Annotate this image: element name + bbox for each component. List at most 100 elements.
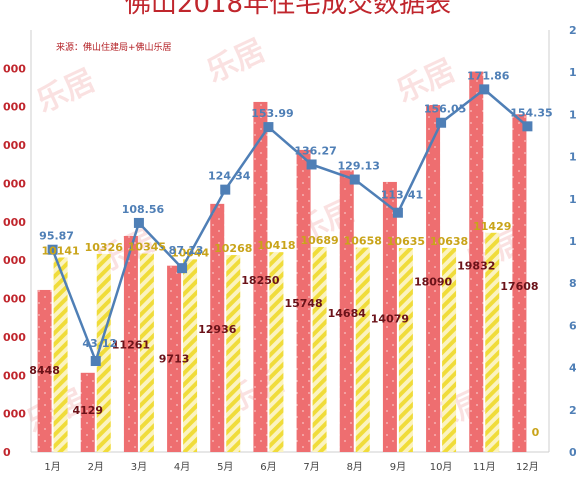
sales-area-bar [426,105,441,452]
left-tick-label: 000 [3,62,26,75]
trend-value-label: 113.41 [381,189,423,202]
x-tick-label: 1月 [44,461,60,473]
right-tick-label: 8 [569,277,576,290]
avg-price-label: 0 [532,426,540,439]
line-point [436,117,447,128]
trend-value-label: 136.27 [294,144,336,157]
x-tick-label: 12月 [516,461,539,473]
avg-price-label: 10689 [300,234,338,247]
line-point [349,174,360,185]
sales-area-bar [80,372,95,452]
avg-price-label: 10326 [85,241,124,254]
line-point [479,84,490,95]
line-series [47,84,533,367]
trend-line [51,87,529,365]
line-point [47,244,58,255]
left-tick-label: 000 [3,408,26,421]
line-point [306,159,317,170]
sales-area-bar [469,71,484,452]
left-tick-label: 000 [3,139,26,152]
avg-price-bar [442,247,457,452]
trend-value-label: 154.35 [510,106,552,119]
trend-value-label: 124.34 [208,170,251,183]
sales-area-bar [210,203,225,452]
avg-price-label: 10268 [214,242,252,255]
trend-value-label: 108.56 [122,203,165,216]
x-tick-label: 6月 [260,461,276,473]
line-point [220,184,231,195]
x-tick-label: 9月 [390,461,406,473]
avg-price-label: 10658 [344,235,382,248]
x-axis-labels: 1月 2月 3月 4月 5月 6月 7月 8月 9月 10月 11月 12月 [44,461,538,473]
right-tick-label: 14 [569,151,576,164]
chart-title: 佛山2018年住宅成交数据表 [125,0,451,19]
trend-value-label: 156.05 [424,103,466,116]
right-tick-label: 18 [569,66,576,79]
left-tick-label: 000 [3,177,26,190]
x-tick-label: 10月 [430,461,453,473]
sales-area-bar [296,149,311,452]
left-tick-label: 000 [3,293,26,306]
sales-area-bar [382,181,397,452]
watermark-text: 乐居 [201,33,270,90]
x-tick-label: 4月 [174,461,190,473]
avg-price-label: 10635 [387,235,425,248]
avg-price-label: 10044 [171,246,210,259]
sales-area-label: 9713 [159,353,190,366]
right-tick-label: 6 [569,319,576,332]
avg-price-label: 10345 [128,241,166,254]
x-tick-label: 8月 [347,461,363,473]
avg-price-bar [183,259,198,452]
sales-area-bar [37,289,52,452]
data-labels: 8448 4129 11261 9713 12936 18250 15748 14684 140… [29,69,552,439]
avg-price-label: 10638 [430,235,468,248]
avg-price-bar [226,255,241,452]
trend-value-label: 95.87 [39,230,74,243]
avg-price-bar [53,257,68,452]
sales-area-label: 15748 [284,297,322,310]
sales-area-bar [167,265,182,452]
trend-value-label: 87.13 [169,244,204,257]
watermark-text: 乐居 [391,53,460,110]
right-tick-label: 10 [569,235,576,248]
left-tick-label: 000 [3,369,26,382]
avg-price-label: 10141 [41,244,79,257]
sales-area-label: 14079 [371,312,409,325]
bar-series [37,71,527,453]
trend-value-label: 129.13 [338,160,380,173]
left-tick-label: 000 [3,331,26,344]
x-tick-label: 7月 [303,461,319,473]
avg-price-bar [355,247,370,452]
left-tick-label: 000 [3,216,26,229]
left-tick-label: 000 [3,254,26,267]
sales-area-bar [512,114,527,452]
sales-area-label: 18090 [414,275,453,288]
right-tick-label: 16 [569,108,576,121]
trend-value-label: 153.99 [251,107,293,120]
line-point [133,217,144,228]
line-point [522,121,533,132]
avg-price-bar [269,252,284,452]
sales-area-label: 12936 [198,323,237,336]
x-tick-label: 11月 [473,461,496,473]
sales-area-bar [339,170,354,453]
sales-area-label: 8448 [29,364,60,377]
sales-area-bar [253,101,268,452]
line-point [263,122,274,133]
x-tick-label: 5月 [217,461,233,473]
avg-price-bar [96,253,111,452]
line-point [90,356,101,367]
line-point [392,207,403,218]
line-point [177,263,188,274]
avg-price-bar [485,232,500,452]
right-tick-label: 2 [569,404,576,417]
x-tick-label: 2月 [88,461,104,473]
sales-area-label: 4129 [72,404,103,417]
left-tick-label: 000 [3,101,26,114]
left-tick-label: 0 [3,446,11,459]
watermark-text: 乐居 [31,63,100,120]
sales-area-bar [123,235,138,452]
sales-area-label: 11261 [112,338,150,351]
avg-price-label: 10418 [257,239,295,252]
